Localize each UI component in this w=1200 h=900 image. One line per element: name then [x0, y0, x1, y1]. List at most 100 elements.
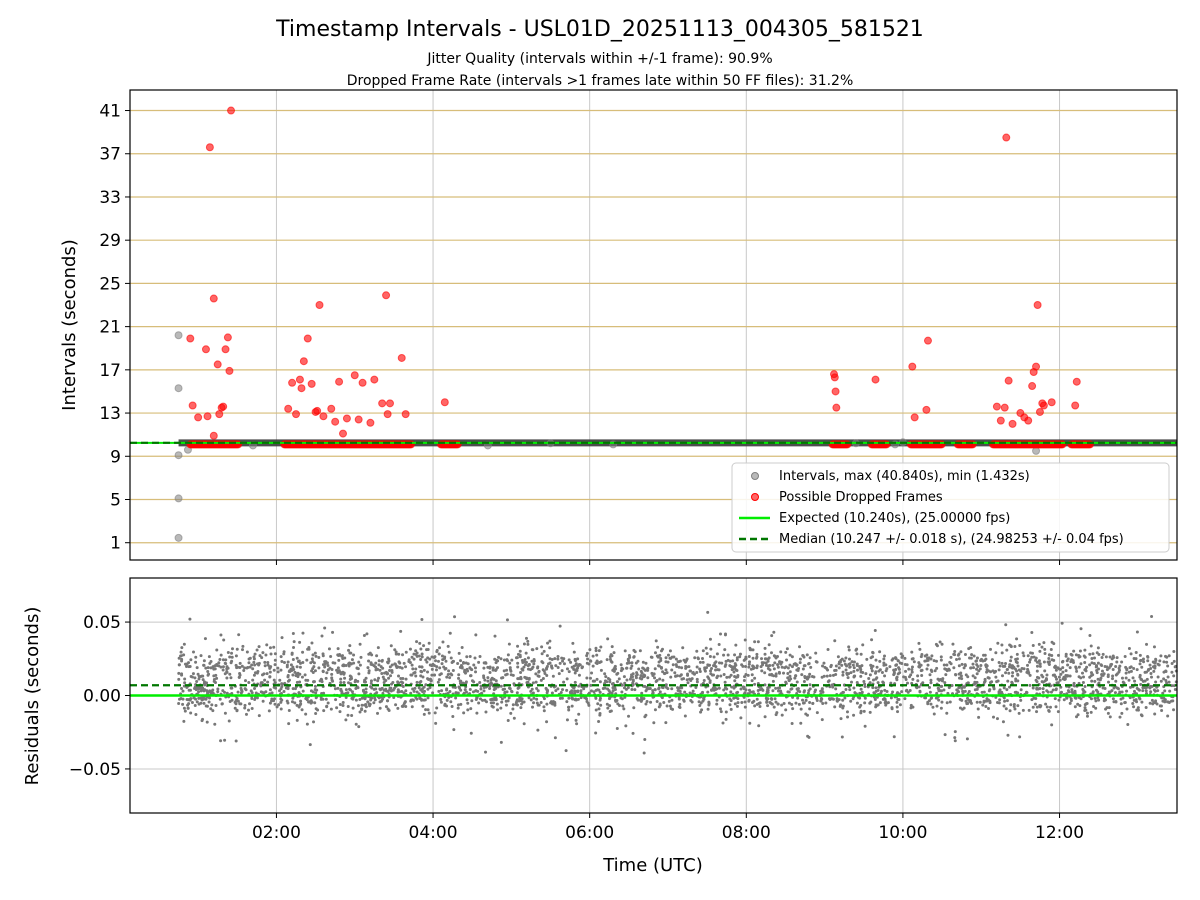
residual-point [813, 690, 817, 694]
residual-point [767, 656, 771, 660]
dropped-frame-point [209, 431, 218, 440]
residual-point [772, 705, 776, 709]
legend-label-expected: Expected (10.240s), (25.00000 fps) [779, 511, 1010, 526]
residual-point [611, 689, 615, 693]
residual-point [840, 735, 844, 739]
residual-point [698, 703, 702, 707]
residual-point [960, 677, 964, 681]
residual-point [1076, 713, 1080, 717]
residual-point [213, 722, 217, 726]
residual-point [314, 707, 318, 711]
dropped-frame-point [908, 362, 917, 371]
dropped-frame-point [440, 398, 449, 407]
residual-point [794, 701, 798, 705]
residual-point [785, 647, 789, 651]
residual-point [871, 678, 875, 682]
top-ytick-label: 25 [99, 274, 121, 294]
residual-point [997, 668, 1001, 672]
residual-point [957, 657, 961, 661]
residual-point [286, 660, 290, 664]
residual-point [507, 642, 511, 646]
residual-point [978, 700, 982, 704]
residual-point [799, 721, 803, 725]
residual-point [904, 669, 908, 673]
residual-point [1114, 664, 1118, 668]
residual-point [1102, 672, 1106, 676]
residual-point [255, 671, 259, 675]
residual-point [826, 668, 830, 672]
residual-point [291, 673, 295, 677]
residual-point [264, 653, 268, 657]
residual-point [900, 661, 904, 665]
residual-point [436, 659, 440, 663]
residual-point [505, 668, 509, 672]
residual-point [1021, 708, 1025, 712]
residual-point [478, 654, 482, 658]
residual-point [212, 674, 216, 678]
residual-point [852, 666, 856, 670]
residual-point [844, 687, 848, 691]
residual-point [881, 681, 885, 685]
residual-point [460, 646, 464, 650]
residual-point [1062, 698, 1066, 702]
residual-point [466, 669, 470, 673]
residual-point [202, 680, 206, 684]
residual-point [478, 681, 482, 685]
residual-point [726, 653, 730, 657]
residual-point [426, 648, 430, 652]
residual-point [941, 677, 945, 681]
residual-point [279, 687, 283, 691]
residual-point [1057, 675, 1061, 679]
residual-point [808, 683, 812, 687]
residual-point [896, 691, 900, 695]
residual-point [661, 678, 665, 682]
residual-point [579, 696, 583, 700]
top-ytick-label: 1 [110, 534, 121, 554]
residual-point [861, 643, 865, 647]
residual-point [453, 685, 457, 689]
residual-point [268, 666, 272, 670]
residual-point [250, 696, 254, 700]
residual-point [516, 686, 520, 690]
residual-point [660, 696, 664, 700]
residual-point [964, 673, 968, 677]
residual-point [953, 736, 957, 740]
residual-point [764, 661, 768, 665]
residual-point [306, 678, 310, 682]
residual-point [890, 707, 894, 711]
residual-point [892, 668, 896, 672]
residual-point [870, 638, 874, 642]
residual-point [657, 705, 661, 709]
residual-point [654, 639, 658, 643]
residual-point [333, 661, 337, 665]
residual-point [910, 670, 914, 674]
residual-point [1072, 691, 1076, 695]
residual-point [469, 731, 473, 735]
residual-point [574, 663, 578, 667]
residual-point [511, 707, 515, 711]
residual-point [630, 664, 634, 668]
residual-point [630, 687, 634, 691]
residual-point [847, 648, 851, 652]
residual-point [313, 701, 317, 705]
residual-point [796, 696, 800, 700]
residual-point [432, 664, 436, 668]
residual-point [903, 697, 907, 701]
residual-point [806, 675, 810, 679]
residual-point [727, 675, 731, 679]
residual-point [613, 686, 617, 690]
residual-point [719, 674, 723, 678]
legend-box [731, 462, 1170, 553]
residual-point [348, 651, 352, 655]
residual-point [461, 681, 465, 685]
residual-point [373, 698, 377, 702]
residual-point [348, 687, 352, 691]
residual-point [526, 639, 530, 643]
dropped-frame-point [227, 106, 236, 115]
dropped-frame-point [382, 291, 391, 300]
residual-point [1111, 697, 1115, 701]
residual-point [383, 688, 387, 692]
residual-point [1138, 662, 1142, 666]
residual-point [344, 663, 348, 667]
dropped-frame-point [223, 333, 232, 342]
